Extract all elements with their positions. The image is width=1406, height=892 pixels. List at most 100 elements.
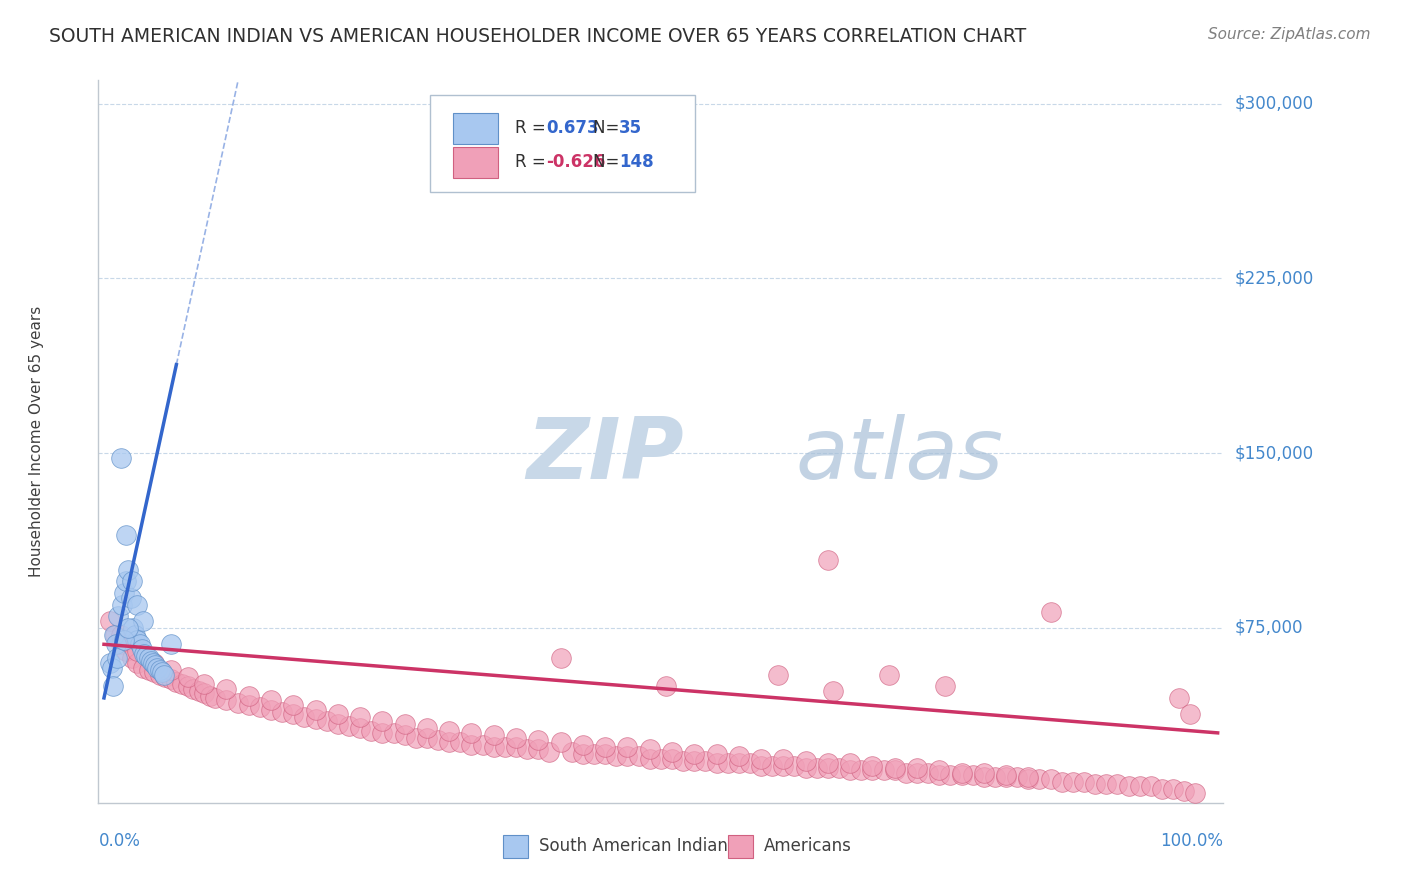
Point (143, 656, 166, 670)
Point (132, 660, 155, 674)
Point (115, 644, 138, 658)
Point (783, 758, 806, 772)
Point (538, 745, 561, 759)
Point (146, 660, 169, 674)
Text: atlas: atlas (796, 415, 1004, 498)
Text: 35: 35 (619, 119, 643, 137)
Point (104, 628, 127, 642)
Point (132, 614, 155, 628)
Point (984, 770, 1007, 784)
Point (131, 642, 153, 657)
Text: Source: ZipAtlas.com: Source: ZipAtlas.com (1208, 27, 1371, 42)
Point (505, 739, 527, 754)
Point (315, 714, 337, 729)
Point (883, 761, 905, 775)
Point (439, 723, 461, 738)
Point (112, 632, 135, 647)
Point (550, 651, 572, 665)
Point (851, 763, 873, 777)
Text: Americans: Americans (765, 838, 852, 855)
Point (124, 628, 146, 642)
Point (122, 621, 145, 635)
Point (198, 689, 221, 703)
Point (215, 681, 238, 696)
Point (1050, 774, 1073, 789)
Point (695, 754, 717, 768)
Point (128, 637, 150, 651)
Point (193, 677, 215, 691)
Point (1184, 787, 1206, 801)
Point (226, 696, 249, 710)
Point (149, 667, 172, 681)
Point (1005, 770, 1028, 784)
Point (260, 702, 283, 716)
FancyBboxPatch shape (503, 835, 529, 858)
Point (638, 751, 661, 765)
Point (394, 716, 416, 731)
Point (877, 667, 900, 681)
Point (110, 637, 132, 651)
Point (187, 684, 209, 698)
Point (939, 768, 962, 782)
Point (101, 679, 124, 693)
Point (155, 670, 177, 684)
Point (127, 656, 149, 670)
Point (349, 709, 371, 723)
Point (165, 674, 187, 689)
Point (460, 738, 482, 752)
Point (337, 719, 360, 733)
Point (153, 667, 176, 681)
Point (326, 707, 349, 722)
Point (105, 651, 128, 665)
Point (110, 450, 132, 465)
Point (860, 758, 883, 772)
Point (98, 656, 121, 670)
Point (103, 628, 125, 642)
Point (527, 732, 550, 747)
Point (561, 745, 583, 759)
Text: $225,000: $225,000 (1234, 269, 1313, 287)
Point (593, 747, 616, 761)
Point (727, 756, 749, 771)
Text: 0.673: 0.673 (546, 119, 599, 137)
Point (717, 756, 740, 771)
Point (439, 735, 461, 749)
Point (127, 632, 149, 647)
Point (1039, 605, 1062, 619)
Point (138, 651, 160, 665)
Point (105, 637, 128, 651)
Text: $75,000: $75,000 (1234, 619, 1303, 637)
Point (928, 763, 950, 777)
Point (772, 758, 794, 772)
Point (828, 761, 851, 775)
Point (111, 598, 134, 612)
Point (1039, 772, 1062, 787)
Point (683, 747, 706, 761)
Point (416, 731, 439, 745)
Point (1084, 777, 1107, 791)
Point (917, 765, 939, 780)
Text: -0.626: -0.626 (546, 153, 606, 171)
Point (894, 765, 917, 780)
Text: R =: R = (515, 119, 551, 137)
Point (117, 621, 139, 635)
Point (193, 686, 215, 700)
Point (655, 679, 678, 693)
Point (1140, 780, 1163, 794)
Point (107, 609, 129, 624)
Point (132, 647, 155, 661)
Point (138, 663, 160, 677)
Text: South American Indians: South American Indians (540, 838, 737, 855)
Point (661, 745, 683, 759)
Point (1017, 770, 1039, 784)
Point (706, 747, 728, 761)
Point (283, 698, 305, 712)
Point (794, 761, 817, 775)
Point (527, 742, 550, 756)
Point (349, 721, 371, 735)
Point (505, 731, 527, 745)
Point (127, 644, 149, 658)
Point (872, 763, 894, 777)
Point (950, 768, 973, 782)
Point (371, 726, 394, 740)
